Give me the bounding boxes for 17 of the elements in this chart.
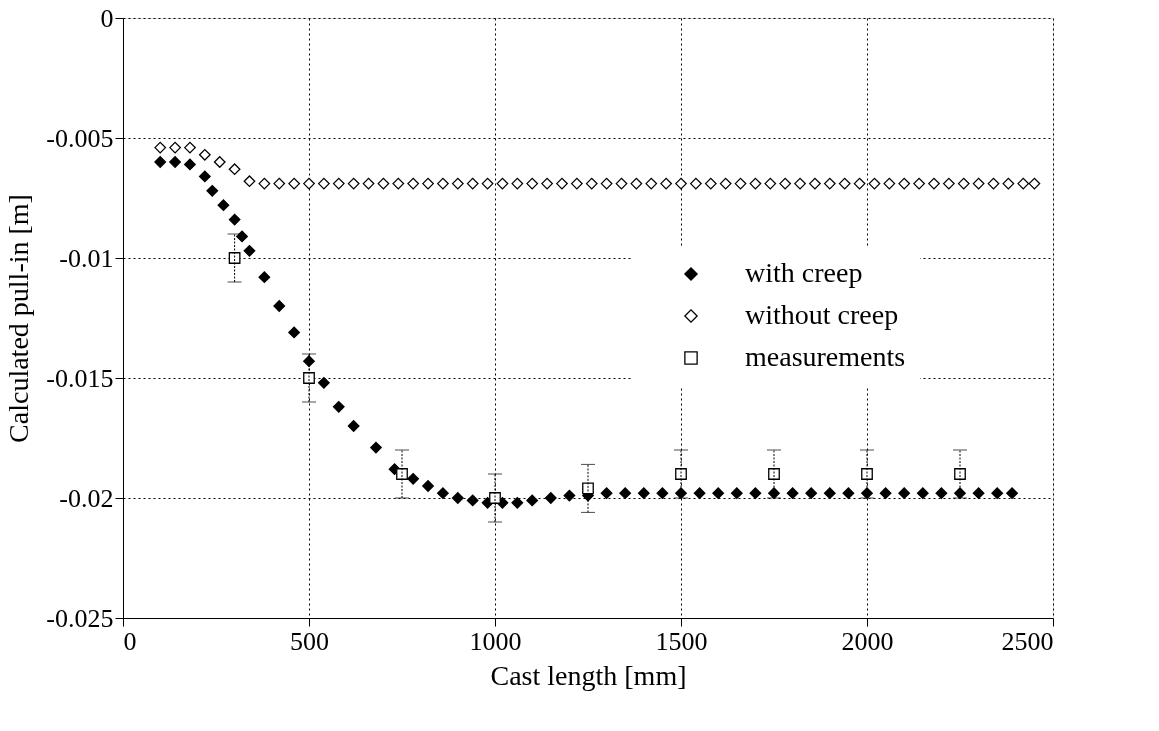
y-tick-label: -0.01	[59, 243, 114, 273]
y-tick-label: -0.02	[59, 483, 114, 513]
legend-label: without creep	[745, 299, 899, 330]
y-tick-label: -0.025	[46, 603, 114, 633]
x-axis-title: Cast length [mm]	[490, 659, 687, 691]
x-tick-label: 2000	[841, 626, 894, 656]
legend-label: with creep	[745, 257, 863, 288]
y-tick-label: 0	[100, 3, 114, 33]
x-tick-label: 500	[290, 626, 329, 656]
x-tick-label: 2500	[1001, 626, 1054, 656]
y-tick-label: -0.015	[46, 363, 114, 393]
x-tick-label: 0	[123, 626, 137, 656]
x-tick-label: 1500	[655, 626, 708, 656]
x-tick-label: 1000	[469, 626, 522, 656]
y-tick-label: -0.005	[46, 123, 114, 153]
legend-label: measurements	[745, 341, 906, 372]
y-axis-title: Calculated pull-in [m]	[3, 194, 35, 443]
